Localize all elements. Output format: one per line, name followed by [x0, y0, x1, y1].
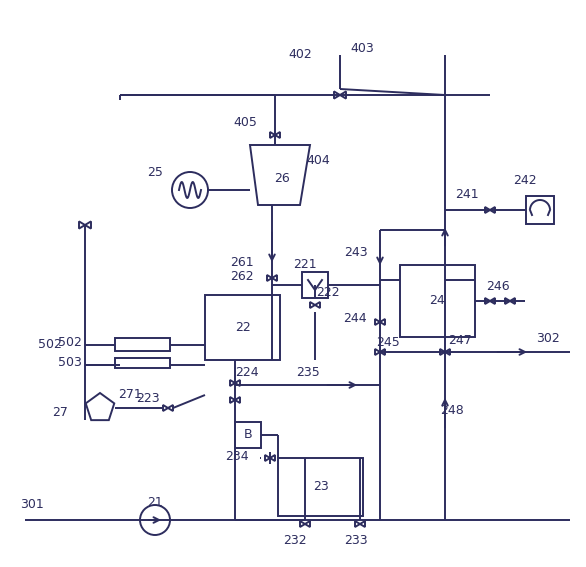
Text: 247: 247 — [448, 333, 472, 346]
Text: 24: 24 — [430, 294, 445, 307]
Text: 502: 502 — [58, 336, 82, 349]
Text: 502: 502 — [38, 338, 62, 352]
Bar — [235, 422, 261, 448]
Text: 242: 242 — [513, 174, 537, 187]
Text: 27: 27 — [52, 405, 68, 418]
Text: 246: 246 — [486, 280, 510, 293]
Text: 26: 26 — [274, 171, 290, 184]
Text: 244: 244 — [343, 311, 367, 324]
Text: 262: 262 — [230, 270, 254, 284]
Text: 248: 248 — [440, 404, 464, 417]
Bar — [526, 196, 554, 224]
Text: 233: 233 — [344, 534, 368, 547]
Text: 241: 241 — [455, 188, 479, 201]
Text: 23: 23 — [312, 480, 328, 493]
Text: 402: 402 — [288, 49, 312, 61]
Text: 405: 405 — [233, 116, 257, 129]
Text: 22: 22 — [234, 321, 250, 334]
Text: 301: 301 — [20, 498, 44, 511]
Text: 245: 245 — [376, 336, 400, 349]
Text: 261: 261 — [230, 256, 254, 269]
Text: 21: 21 — [147, 496, 163, 509]
Bar — [115, 358, 170, 368]
Text: 403: 403 — [350, 41, 374, 54]
Text: 221: 221 — [293, 259, 317, 272]
Text: 232: 232 — [283, 534, 307, 547]
Bar — [302, 272, 328, 298]
Text: 243: 243 — [344, 247, 368, 260]
Text: 224: 224 — [235, 366, 259, 379]
Text: 222: 222 — [316, 286, 340, 298]
Text: 235: 235 — [296, 366, 320, 379]
Text: B: B — [244, 429, 253, 442]
Text: 404: 404 — [306, 154, 330, 167]
Bar — [115, 338, 170, 351]
Text: 302: 302 — [536, 332, 560, 345]
Text: 234: 234 — [225, 450, 249, 463]
Text: 25: 25 — [147, 167, 163, 180]
Bar — [205, 295, 280, 360]
Bar — [400, 265, 475, 337]
Text: 271: 271 — [118, 388, 142, 401]
Text: 223: 223 — [136, 391, 160, 404]
Bar — [278, 458, 363, 516]
Text: 503: 503 — [58, 356, 82, 369]
